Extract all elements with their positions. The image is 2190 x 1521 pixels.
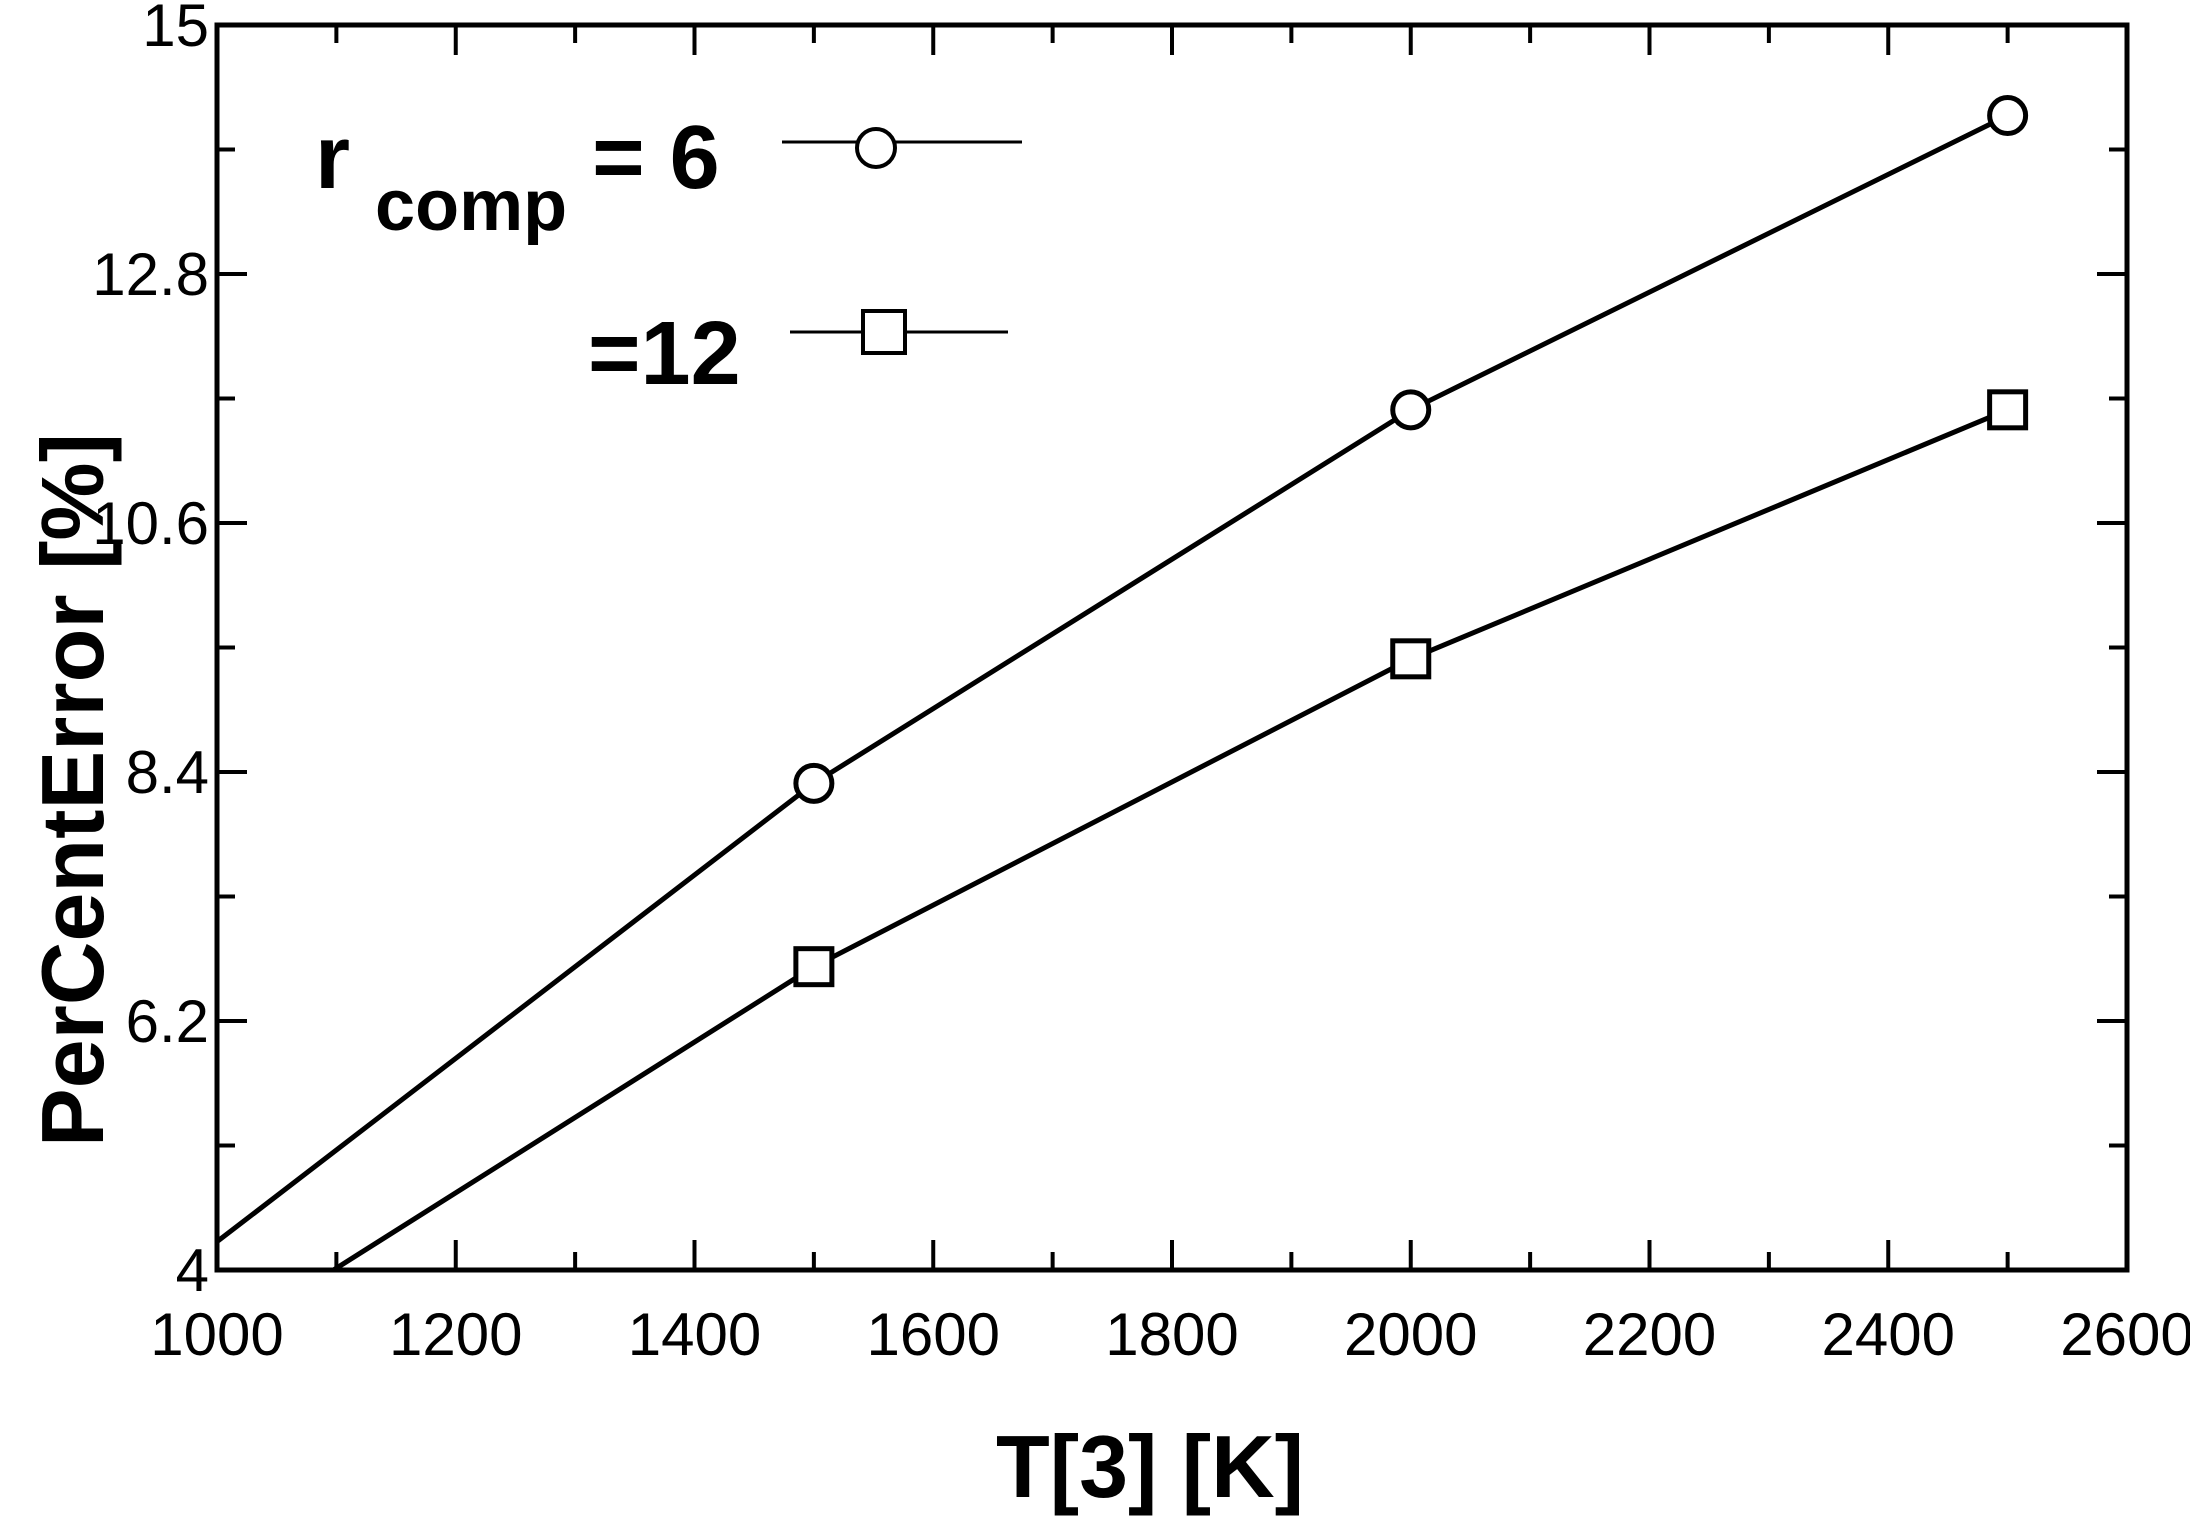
legend-six-text: = 6 — [592, 108, 720, 208]
y-tick-label: 4 — [176, 1237, 209, 1304]
y-tick-label: 6.2 — [126, 988, 209, 1055]
x-tick-label: 1400 — [628, 1301, 761, 1368]
data-point-circle — [1390, 389, 1432, 431]
axis-tick-labels: 1000 1200 1400 1600 1800 2000 2200 2400 2600 4 6.2… — [92, 0, 2190, 1368]
data-point-circle — [793, 762, 835, 804]
x-axis-title: T[3] [K] — [996, 1417, 1304, 1516]
y-tick-label: 8.4 — [126, 739, 209, 806]
series-line-1 — [217, 113, 2009, 1244]
x-tick-label: 1000 — [150, 1301, 283, 1368]
marker-layer — [793, 95, 2029, 988]
data-point-square — [1987, 389, 2029, 431]
legend-comp-subscript: comp — [375, 166, 567, 246]
data-point-square — [1390, 638, 1432, 680]
x-tick-label: 2000 — [1344, 1301, 1477, 1368]
y-axis-title: PerCentError [%] — [23, 433, 122, 1147]
legend-r-text: r — [315, 108, 350, 208]
x-tick-label: 2600 — [2060, 1301, 2190, 1368]
x-tick-label: 1800 — [1105, 1301, 1238, 1368]
legend-label-twelve: =12 — [588, 304, 741, 404]
series-layer — [217, 113, 2009, 1270]
x-tick-label: 1600 — [867, 1301, 1000, 1368]
legend-label-rcomp6: r comp = 6 — [315, 108, 720, 250]
y-tick-label: 15 — [142, 0, 209, 59]
y-tick-label: 12.8 — [92, 241, 209, 308]
x-tick-label: 2200 — [1583, 1301, 1716, 1368]
axis-ticks — [215, 23, 2129, 1272]
x-tick-label: 2400 — [1822, 1301, 1955, 1368]
legend-marker-circle — [855, 127, 897, 169]
y-tick-label: 10.6 — [92, 490, 209, 557]
series-line-2 — [328, 407, 2009, 1270]
x-tick-label: 1200 — [389, 1301, 522, 1368]
data-point-square — [793, 946, 835, 988]
legend-marker-square — [861, 309, 907, 355]
legend: r comp = 6 =12 — [315, 108, 1022, 404]
data-point-circle — [1987, 95, 2029, 137]
